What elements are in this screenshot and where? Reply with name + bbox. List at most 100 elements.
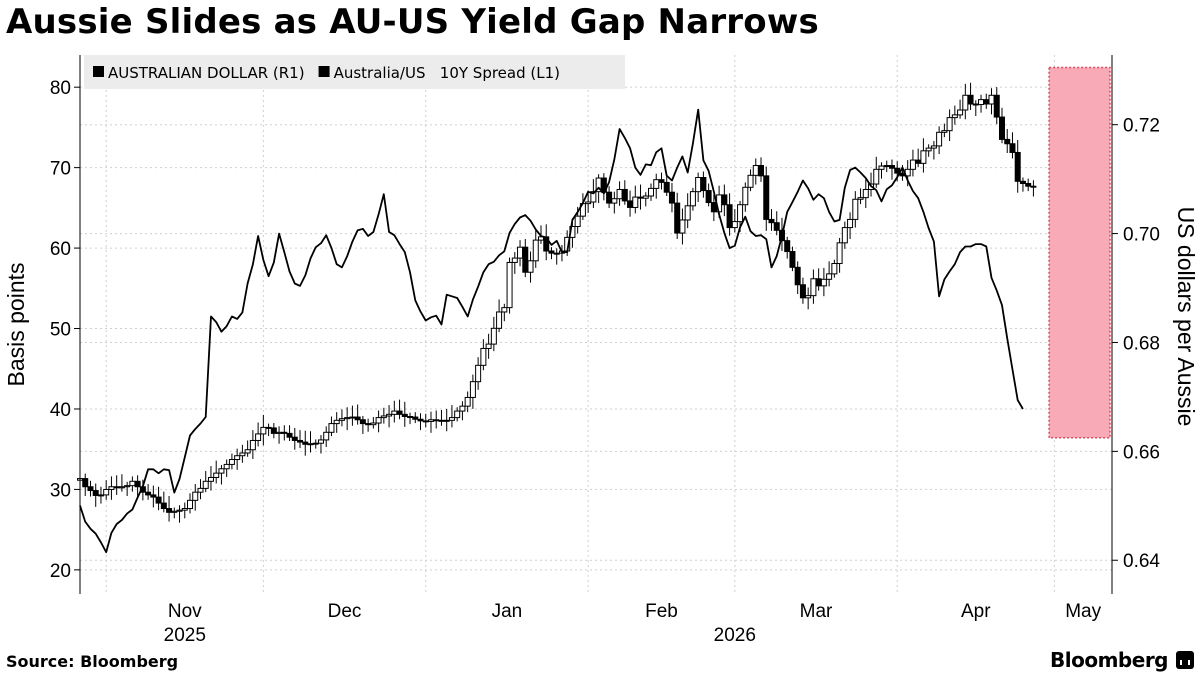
candlestick [171, 507, 178, 519]
candle-body [207, 476, 214, 482]
candle-body [841, 227, 848, 244]
candlestick [286, 425, 293, 442]
candle-body [836, 242, 843, 265]
candle-body [1009, 143, 1016, 153]
candle-body [962, 94, 969, 111]
candlestick [511, 252, 518, 274]
candle-body [522, 246, 529, 273]
candlestick [160, 491, 167, 513]
candle-body [291, 436, 298, 441]
candlestick [852, 191, 859, 228]
candlestick [1014, 139, 1021, 193]
candle-body [265, 426, 272, 429]
brand-logo: Bloomberg [1050, 648, 1168, 672]
candle-body [616, 188, 623, 200]
candle-body [637, 196, 644, 199]
candlestick [380, 407, 387, 424]
candlestick [276, 426, 283, 444]
candle-body [648, 187, 655, 197]
grid [80, 55, 1112, 594]
candle-body [307, 443, 314, 446]
candle-body [218, 468, 225, 474]
candle-body [810, 278, 817, 297]
candle-body [338, 418, 345, 421]
candle-body [108, 486, 115, 490]
candlestick [270, 423, 277, 439]
candlestick [427, 411, 434, 433]
candlestick [443, 408, 450, 432]
candlestick [637, 184, 644, 210]
candlestick [438, 409, 445, 426]
candlestick [291, 427, 298, 450]
candle-body [553, 252, 560, 255]
candle-body [160, 502, 167, 510]
candle-body [768, 218, 775, 224]
candle-body [606, 191, 613, 204]
candle-body [417, 418, 424, 422]
candlestick [490, 316, 497, 352]
candlestick [773, 211, 780, 236]
candlestick [218, 464, 225, 485]
candlestick [459, 401, 466, 421]
candlestick [799, 277, 806, 304]
candlestick [663, 174, 670, 197]
candlestick [485, 333, 492, 359]
candlestick [150, 485, 157, 508]
candle-body [359, 419, 366, 425]
candlestick [873, 156, 880, 188]
candlestick [967, 82, 974, 110]
candle-body [972, 103, 979, 106]
candle-body [323, 431, 330, 441]
candle-body [181, 508, 188, 511]
right-tick-label: 0.66 [1123, 442, 1160, 463]
candlestick [496, 299, 503, 333]
legend-swatch [93, 66, 104, 77]
candle-body [862, 188, 869, 199]
candlestick [181, 502, 188, 519]
spread-line [79, 108, 1024, 554]
candlestick [758, 157, 765, 182]
candle-body [689, 191, 696, 207]
axes: 20 30 40 50 60 70 80 0.64 0.66 0.68 0.70 0.72 Nov Dec… [3, 55, 1199, 646]
candlestick [936, 126, 943, 155]
chart-title: Aussie Slides as AU-US Yield Gap Narrows [6, 2, 819, 42]
candle-body [192, 491, 199, 501]
candlestick [768, 209, 775, 231]
candlestick [915, 148, 922, 168]
candlestick [920, 138, 927, 173]
candlestick [543, 224, 550, 261]
candlestick [951, 105, 958, 125]
candle-body [936, 131, 943, 147]
candle-body [166, 508, 173, 513]
candlestick [836, 237, 843, 273]
candlestick [763, 166, 770, 231]
candle-body [270, 427, 277, 434]
candle-body [134, 480, 141, 488]
candle-body [585, 201, 592, 205]
legend-label: Australia/US 10Y Spread (L1) [334, 64, 560, 82]
candle-body [721, 194, 728, 206]
candle-body [286, 432, 293, 438]
candle-body [915, 159, 922, 164]
candlestick [422, 413, 429, 428]
candlestick [632, 185, 639, 214]
candle-body [1004, 138, 1011, 145]
candlestick [689, 187, 696, 211]
candle-body [401, 413, 408, 418]
candle-body [92, 490, 99, 496]
candle-body [427, 419, 434, 422]
candlestick [207, 466, 214, 491]
candlestick [695, 172, 702, 202]
candlestick [810, 269, 817, 304]
candlestick [726, 193, 733, 236]
candle-body [574, 215, 581, 227]
candle-body [1030, 185, 1037, 188]
candle-body [82, 478, 89, 488]
candle-body [276, 431, 283, 434]
candlestick [417, 413, 424, 431]
candlestick [108, 476, 115, 500]
candle-body [234, 455, 241, 461]
candle-body [826, 273, 833, 280]
candlestick [113, 475, 120, 495]
candlestick [522, 239, 529, 278]
